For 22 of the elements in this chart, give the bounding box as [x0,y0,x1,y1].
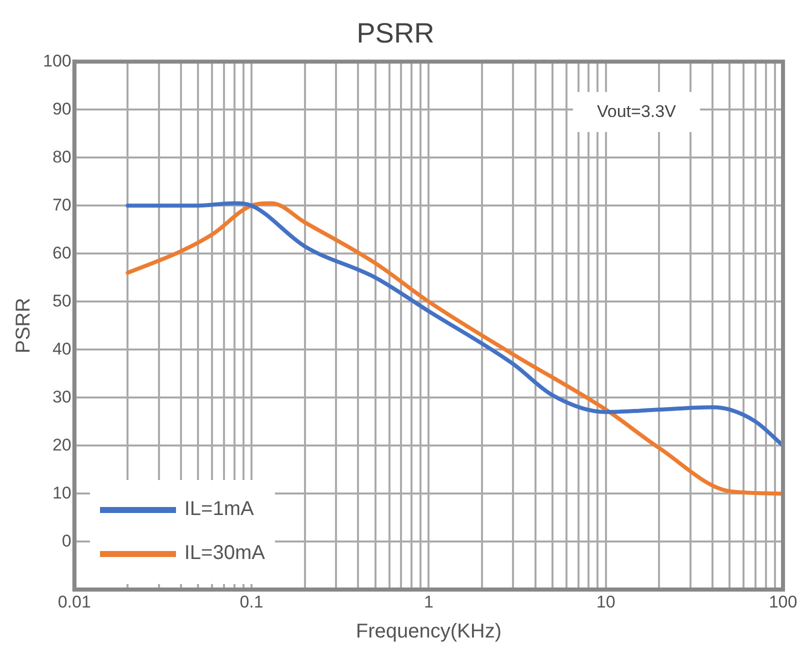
x-tick-label: 0.1 [240,592,264,612]
y-tick-label: 40 [52,339,72,358]
x-axis-title: Frequency(KHz) [356,620,502,643]
y-axis-title: PSRR [12,298,35,354]
legend-label: IL=1mA [184,498,254,522]
y-tick-label: 100 [42,51,72,70]
y-tick-label: 50 [52,291,72,310]
legend-label: IL=30mA [184,542,265,566]
y-tick-label: 20 [52,435,72,454]
annotation: Vout=3.3V [597,102,676,122]
y-tick-label: 60 [52,243,72,262]
y-tick-label: 0 [62,531,72,550]
x-tick-label: 0.01 [58,592,91,612]
x-tick-label: 1 [424,592,434,612]
y-tick-label: 10 [52,483,72,502]
x-tick-label: 10 [596,592,616,612]
chart-title: PSRR [356,18,434,49]
y-tick-label: 30 [52,387,72,406]
y-tick-label: 80 [52,147,72,166]
y-tick-label: 90 [52,99,72,118]
y-tick-label: 70 [52,195,72,214]
x-tick-label: 100 [768,592,798,612]
